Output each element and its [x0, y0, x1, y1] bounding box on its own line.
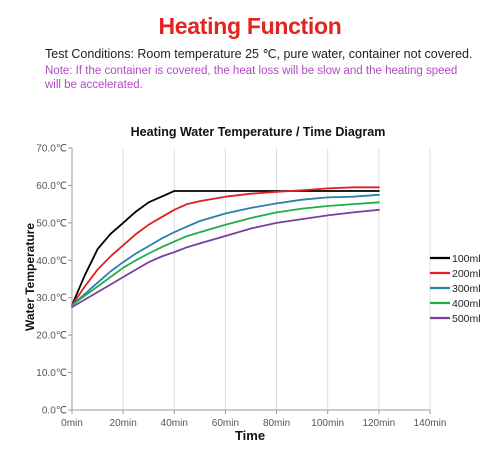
x-tick-label: 20min — [110, 418, 137, 429]
y-axis-label: Water Temperature — [23, 223, 37, 331]
heating-chart: Heating Water Temperature / Time Diagram… — [23, 125, 481, 443]
chart-title: Heating Water Temperature / Time Diagram — [131, 125, 386, 139]
x-tick-label: 120min — [362, 418, 395, 429]
legend-label: 100ml — [452, 253, 481, 265]
series-line-100ml — [71, 190, 380, 307]
legend-label: 200ml — [452, 268, 481, 280]
series-line-500ml — [71, 208, 380, 309]
y-tick-label: 60.0℃ — [36, 181, 67, 192]
test-conditions-text: Test Conditions: Room temperature 25 ℃, … — [45, 47, 473, 61]
y-tick-label: 20.0℃ — [36, 331, 67, 342]
y-tick-label: 30.0℃ — [36, 293, 67, 304]
y-axis-ticks: 0.0℃ 10.0℃ 20.0℃ 30.0℃ 40.0℃ 50.0℃ 60.0℃ 70.0℃ — [36, 144, 72, 417]
legend-label: 400ml — [452, 298, 481, 310]
legend: 100ml 200ml 300ml 400ml 500ml — [430, 253, 481, 325]
chart-grid — [122, 148, 431, 410]
legend-label: 500ml — [452, 313, 481, 325]
note-text: Note: If the container is covered, the h… — [45, 65, 458, 91]
chart-series — [71, 186, 380, 309]
y-tick-label: 40.0℃ — [36, 256, 67, 267]
page-title: Heating Function — [158, 13, 342, 39]
y-tick-label: 50.0℃ — [36, 218, 67, 229]
y-tick-label: 70.0℃ — [36, 144, 67, 155]
y-tick-label: 10.0℃ — [36, 368, 67, 379]
x-tick-label: 40min — [161, 418, 188, 429]
x-axis-label: Time — [235, 428, 265, 443]
series-line-400ml — [71, 201, 380, 307]
series-line-300ml — [71, 193, 380, 307]
x-tick-label: 0min — [61, 418, 83, 429]
x-tick-label: 60min — [212, 418, 239, 429]
x-axis-ticks: 0min 20min 40min 60min 80min 100min 120min 140m… — [61, 410, 446, 429]
legend-label: 300ml — [452, 283, 481, 295]
series-line-200ml — [71, 186, 380, 307]
y-tick-label: 0.0℃ — [42, 406, 67, 417]
x-tick-label: 140min — [414, 418, 447, 429]
x-tick-label: 80min — [263, 418, 290, 429]
x-tick-label: 100min — [311, 418, 344, 429]
